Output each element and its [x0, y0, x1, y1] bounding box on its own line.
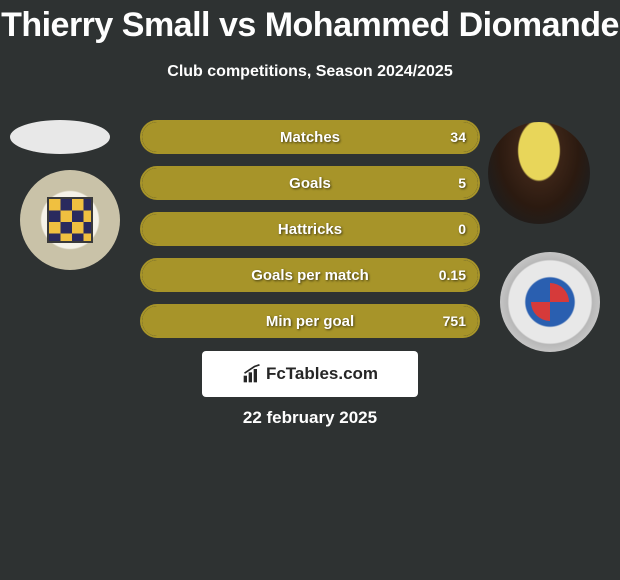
stat-label: Goals per match: [251, 267, 369, 284]
stat-value: 5: [458, 175, 466, 191]
player-a-club-logo: [20, 170, 120, 270]
stat-label: Min per goal: [266, 313, 354, 330]
brand-watermark: FcTables.com: [202, 351, 418, 397]
club-a-crest-icon: [47, 197, 93, 243]
player-a-avatar: [10, 120, 110, 154]
stat-label: Hattricks: [278, 221, 342, 238]
player-a-name: Thierry Small: [1, 6, 210, 44]
stat-row-min-per-goal: Min per goal 751: [140, 304, 480, 338]
player-b-club-logo: [500, 252, 600, 352]
stat-value: 0: [458, 221, 466, 237]
stat-value: 751: [443, 313, 466, 329]
stat-value: 34: [450, 129, 466, 145]
subtitle: Club competitions, Season 2024/2025: [0, 63, 620, 81]
player-b-avatar: [488, 122, 590, 224]
stat-row-goals-per-match: Goals per match 0.15: [140, 258, 480, 292]
stat-value: 0.15: [439, 267, 466, 283]
comparison-title: Thierry Small vs Mohammed Diomande: [0, 0, 620, 45]
stat-row-goals: Goals 5: [140, 166, 480, 200]
bars-chart-icon: [242, 364, 262, 384]
date-label: 22 february 2025: [0, 408, 620, 428]
vs-label: vs: [219, 6, 256, 44]
stats-bars: Matches 34 Goals 5 Hattricks 0 Goals per…: [140, 120, 480, 350]
stat-label: Goals: [289, 175, 331, 192]
brand-text: FcTables.com: [266, 364, 378, 384]
stat-row-matches: Matches 34: [140, 120, 480, 154]
player-b-name: Mohammed Diomande: [265, 6, 619, 44]
stat-row-hattricks: Hattricks 0: [140, 212, 480, 246]
stat-label: Matches: [280, 129, 340, 146]
